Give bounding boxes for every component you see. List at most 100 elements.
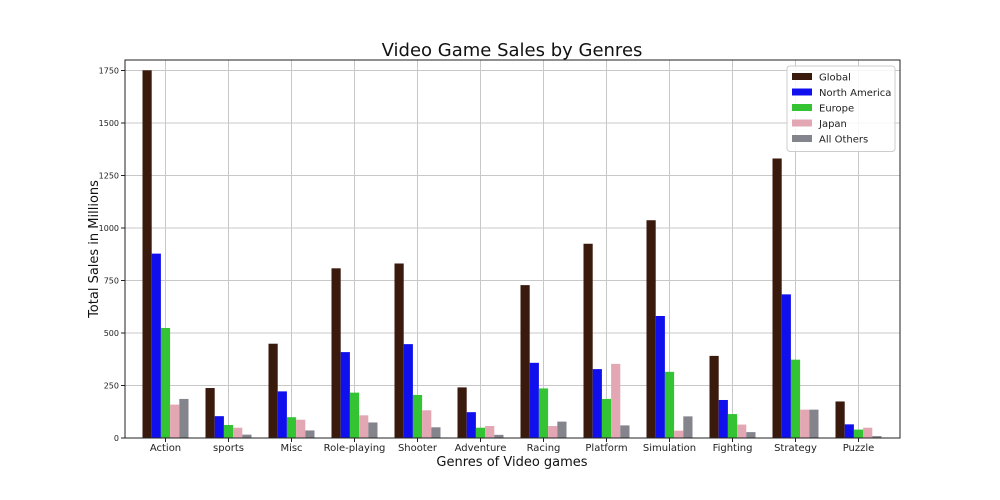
bar-japan — [233, 427, 243, 438]
bar-global — [520, 285, 530, 438]
legend-label: All Others — [819, 135, 868, 146]
x-tick-label: Racing — [527, 443, 561, 454]
bar-north-america — [529, 362, 539, 438]
bars — [142, 70, 882, 439]
bar-global — [457, 387, 467, 438]
bar-japan — [170, 404, 180, 438]
bar-north-america — [466, 412, 476, 438]
bar-global — [205, 388, 215, 438]
bar-north-america — [781, 294, 791, 438]
x-tick-label: Action — [150, 443, 181, 454]
y-tick-label: 250 — [104, 382, 119, 391]
x-axis-ticks: Action sports Misc Role-playing Shooter Adven… — [150, 438, 874, 454]
bar-all-others — [368, 422, 378, 438]
legend-box — [786, 65, 896, 152]
bar-japan — [422, 410, 432, 438]
legend-label: Global — [819, 73, 851, 84]
x-tick-label: Puzzle — [843, 443, 875, 454]
y-tick-label: 0 — [114, 434, 119, 443]
bar-global — [394, 263, 404, 438]
bar-all-others — [557, 421, 567, 438]
chart-title: Video Game Sales by Genres — [382, 40, 643, 61]
x-tick-label: Shooter — [398, 443, 438, 454]
x-tick-label: Role-playing — [324, 443, 386, 454]
y-axis-label: Total Sales in Millions — [87, 180, 102, 319]
bar-europe — [223, 424, 234, 438]
bar-global — [268, 343, 278, 438]
bar-all-others — [179, 398, 189, 438]
bar-europe — [286, 417, 297, 438]
bar-japan — [737, 424, 747, 438]
bar-japan — [674, 430, 684, 438]
bar-europe — [790, 359, 801, 438]
x-tick-label: Misc — [280, 443, 302, 454]
bar-japan — [863, 427, 873, 438]
bar-japan — [548, 426, 558, 438]
y-tick-label: 750 — [104, 277, 119, 286]
bar-europe — [853, 429, 864, 438]
bar-europe — [160, 327, 171, 438]
bar-all-others — [431, 427, 441, 438]
bar-north-america — [403, 344, 413, 438]
legend-label: North America — [819, 88, 891, 99]
bar-north-america — [151, 253, 161, 438]
y-tick-label: 1250 — [99, 172, 119, 181]
bar-all-others — [494, 434, 504, 438]
bar-north-america — [214, 416, 224, 438]
bar-global — [331, 268, 341, 438]
plot-frame — [124, 59, 901, 439]
y-axis-ticks: 0 250 500 750 1000 1250 1500 1750 — [99, 67, 125, 443]
bar-japan — [611, 363, 621, 438]
legend-swatch — [792, 135, 812, 142]
y-tick-label: 1750 — [99, 67, 119, 76]
y-tick-label: 1000 — [99, 224, 119, 233]
bar-north-america — [340, 352, 350, 438]
legend-label: Europe — [819, 104, 854, 115]
bar-japan — [485, 426, 495, 438]
bar-europe — [727, 414, 738, 438]
x-tick-label: Adventure — [455, 443, 507, 454]
bar-all-others — [809, 409, 819, 438]
bar-all-others — [242, 434, 252, 438]
bar-europe — [538, 388, 549, 438]
legend-swatch — [792, 104, 812, 111]
legend-swatch — [792, 88, 812, 96]
bar-europe — [349, 392, 360, 438]
x-tick-label: Simulation — [643, 443, 696, 454]
bar-global — [583, 243, 593, 438]
bar-japan — [800, 409, 810, 438]
bar-all-others — [872, 436, 882, 438]
bar-north-america — [655, 315, 665, 438]
bar-north-america — [592, 369, 602, 438]
bar-global — [835, 401, 845, 438]
bar-all-others — [683, 416, 693, 438]
legend-label: Japan — [818, 119, 847, 130]
bar-europe — [664, 371, 675, 438]
bar-north-america — [844, 424, 854, 438]
x-tick-label: Strategy — [774, 443, 817, 454]
bar-europe — [601, 398, 612, 438]
bar-japan — [296, 419, 306, 438]
x-tick-label: Fighting — [713, 443, 753, 454]
x-axis-label: Genres of Video games — [436, 455, 587, 470]
legend-swatch — [792, 73, 812, 80]
bar-global — [709, 355, 719, 438]
legend: Global North America Europe Japan All Others — [786, 65, 896, 152]
bar-global — [646, 220, 656, 438]
bar-north-america — [277, 391, 287, 438]
x-tick-label: sports — [213, 443, 244, 454]
y-tick-label: 1500 — [99, 119, 119, 128]
bar-all-others — [620, 425, 630, 438]
bar-north-america — [718, 399, 728, 438]
bar-japan — [359, 415, 369, 438]
x-tick-label: Platform — [585, 443, 627, 454]
bar-europe — [475, 427, 486, 438]
bar-all-others — [746, 432, 756, 438]
bar-europe — [412, 394, 423, 438]
bar-global — [772, 158, 782, 439]
legend-swatch — [792, 119, 812, 127]
bar-global — [142, 70, 152, 438]
y-tick-label: 500 — [104, 329, 119, 338]
bar-all-others — [305, 430, 315, 438]
